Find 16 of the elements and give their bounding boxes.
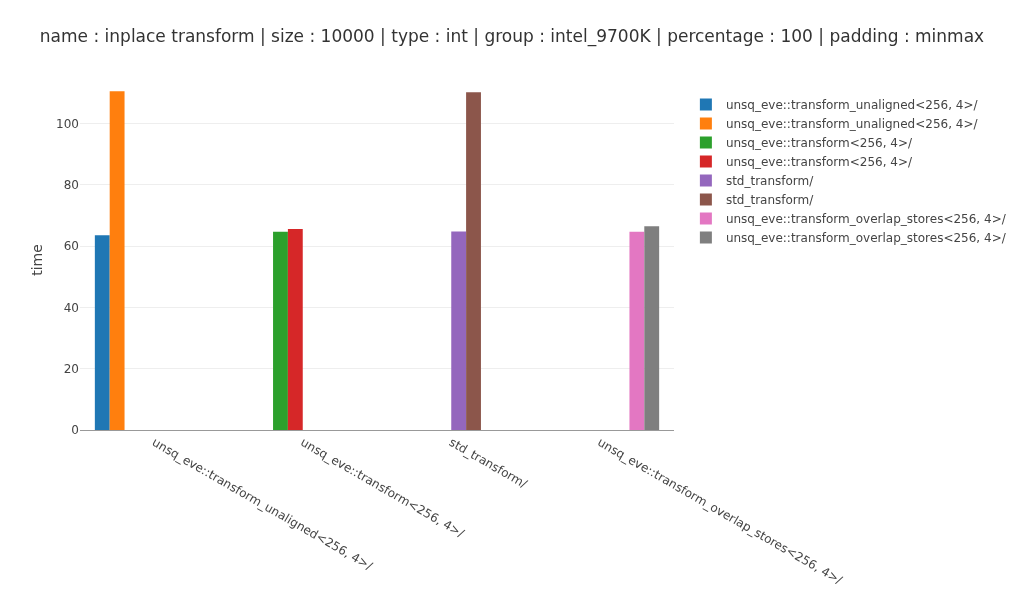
y-tick-label: 80: [63, 178, 79, 193]
legend-label: unsq_eve::transform_unaligned<256, 4>/: [725, 117, 979, 132]
y-tick-label: 60: [63, 239, 79, 254]
y-tick-label: 100: [56, 116, 79, 131]
legend-label: unsq_eve::transform<256, 4>/: [725, 136, 914, 151]
legend-label: unsq_eve::transform_unaligned<256, 4>/: [725, 98, 979, 113]
y-tick-label: 0: [71, 423, 79, 438]
legend-label: unsq_eve::transform<256, 4>/: [725, 155, 914, 170]
y-tick-label: 20: [63, 361, 79, 376]
legend-label: unsq_eve::transform_overlap_stores<256, 4>/: [725, 231, 1007, 246]
chart-title: name : inplace transform | size : 10000 | type : int | group : intel_9700K | percentage : 100 | padding : minmax: [39, 25, 985, 47]
y-axis-title: time: [29, 244, 45, 276]
legend-label: unsq_eve::transform_overlap_stores<256, 4>/: [725, 212, 1007, 227]
legend-label: std_transform/: [725, 193, 815, 208]
legend-label: std_transform/: [725, 174, 815, 189]
y-tick-label: 40: [63, 300, 79, 315]
